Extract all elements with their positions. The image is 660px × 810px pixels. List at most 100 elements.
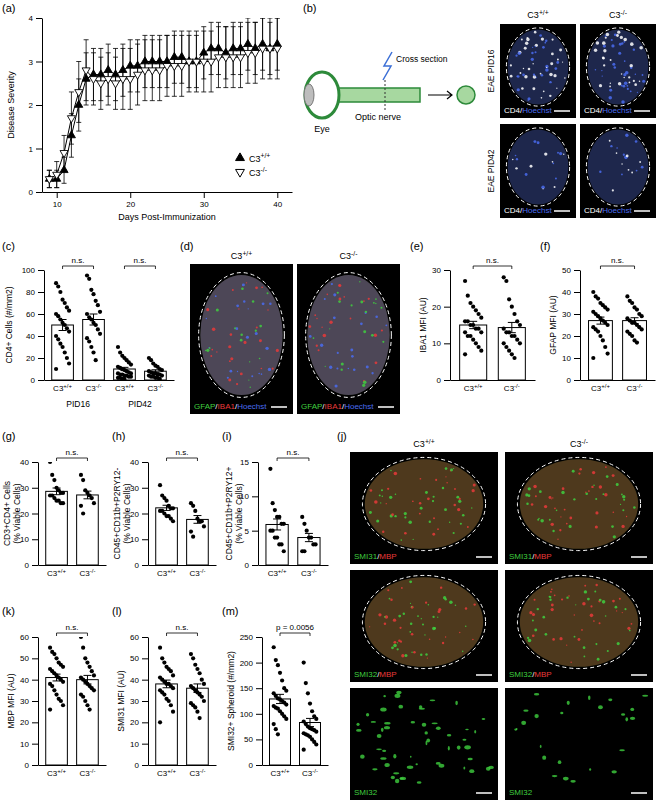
y-tick-mark xyxy=(38,380,44,381)
y-axis: 010203040 xyxy=(20,458,38,570)
cell-speck xyxy=(612,511,614,513)
legend-label: C3-/- xyxy=(249,166,267,177)
cell-speck xyxy=(444,598,446,600)
cell-speck xyxy=(550,591,552,593)
y-tick: 20 xyxy=(562,332,580,341)
superscript: +/+ xyxy=(167,568,176,574)
stain-part: MBP xyxy=(534,552,551,561)
y-tick-mark xyxy=(142,514,148,515)
y-tick: 150 xyxy=(240,684,262,693)
x-tick: C3+/+ xyxy=(115,383,134,393)
x-tick-label: C3-/- xyxy=(80,768,96,778)
cell-speck xyxy=(462,651,464,653)
cell-speck xyxy=(370,489,373,492)
cell-speck xyxy=(537,608,539,610)
cell-speck xyxy=(404,532,407,535)
plot-area xyxy=(266,467,320,565)
data-point xyxy=(603,345,607,349)
superscript: +/+ xyxy=(57,568,66,574)
panel-label: (c) xyxy=(2,240,15,252)
x-axis-line xyxy=(39,565,107,566)
cell-speck xyxy=(628,76,630,78)
significance-label: n.s. xyxy=(66,623,79,632)
data-point xyxy=(479,316,483,320)
cell-speck xyxy=(518,51,521,54)
x-tick-label: C3+/+ xyxy=(157,568,176,578)
y-tick-label: 0 xyxy=(245,561,250,570)
cell-speck xyxy=(630,90,632,92)
stain-label: CD4/Hoechst xyxy=(504,206,552,215)
y-tick-label: 40 xyxy=(20,676,29,685)
cell-speck xyxy=(616,34,619,37)
y-tick-mark xyxy=(38,292,44,293)
cell-speck xyxy=(603,45,606,48)
stain-part: Hoechst xyxy=(237,402,267,411)
y-tick: 4 xyxy=(29,14,42,23)
cell-speck xyxy=(229,370,232,373)
y-tick-mark xyxy=(38,336,44,337)
cell-speck xyxy=(350,318,352,320)
cell-speck xyxy=(366,365,369,368)
cell-speck xyxy=(552,161,554,163)
stain-part: IBA1 xyxy=(325,402,343,411)
text-part: C3 xyxy=(231,251,243,261)
bar-chart: (m)050100150200250C3+/+C3-/-SMI32+ Spher… xyxy=(222,605,329,778)
plot-area xyxy=(156,483,209,565)
superscript: +/+ xyxy=(57,768,66,774)
y-axis-line xyxy=(44,271,45,381)
y-tick: 1 xyxy=(29,145,42,154)
x-tick-label: C3-/- xyxy=(301,568,317,578)
y-tick-label: 200 xyxy=(240,659,254,668)
tissue xyxy=(307,275,389,395)
cell-speck xyxy=(538,518,539,519)
y-tick: 10 xyxy=(432,339,450,348)
stain-label: SMI31/MBP xyxy=(509,552,552,561)
cell-speck xyxy=(621,525,624,528)
data-point xyxy=(56,337,60,341)
error-bar xyxy=(193,516,201,524)
cell-speck xyxy=(374,333,377,336)
cell-speck xyxy=(338,300,341,303)
cell-speck xyxy=(595,584,597,586)
cell-speck xyxy=(391,513,394,516)
y-tick-mark xyxy=(256,714,262,715)
y-tick-mark xyxy=(32,658,38,659)
cell-speck xyxy=(562,487,565,490)
x-tick: C3-/- xyxy=(80,768,96,778)
cell-speck xyxy=(557,59,559,61)
y-tick: 0 xyxy=(29,188,42,197)
data-point xyxy=(271,501,275,505)
superscript: -/- xyxy=(351,250,357,257)
y-axis-line xyxy=(258,463,259,566)
text-part: C3 xyxy=(115,384,126,393)
data-point xyxy=(96,327,100,331)
spheroid-speck xyxy=(384,763,389,767)
micrograph xyxy=(580,24,656,118)
cell-speck xyxy=(437,528,439,530)
superscript: -/- xyxy=(261,166,267,173)
y-tick: 250 xyxy=(240,633,262,642)
cell-speck xyxy=(593,620,595,622)
y-tick-mark xyxy=(32,514,38,515)
cell-speck xyxy=(603,493,605,495)
cell-speck xyxy=(526,38,529,41)
cell-speck xyxy=(384,623,387,626)
y-tick-mark xyxy=(142,658,148,659)
cell-speck xyxy=(642,74,644,76)
y-tick: 60 xyxy=(26,310,44,319)
spheroid-speck xyxy=(463,767,465,770)
x-tick-label: C3-/- xyxy=(190,768,206,778)
y-tick-mark xyxy=(444,343,450,344)
data-point xyxy=(61,680,65,684)
cell-speck xyxy=(228,345,231,348)
cell-speck xyxy=(454,504,456,506)
plot-area xyxy=(156,646,209,765)
cell-speck xyxy=(371,372,373,374)
spheroid-speck xyxy=(542,755,546,759)
x-axis: 10203040 xyxy=(43,192,293,209)
cell-speck xyxy=(612,474,615,477)
cell-speck xyxy=(609,140,611,142)
cell-speck xyxy=(429,521,431,523)
cell-speck xyxy=(544,505,547,508)
data-point xyxy=(596,330,600,334)
